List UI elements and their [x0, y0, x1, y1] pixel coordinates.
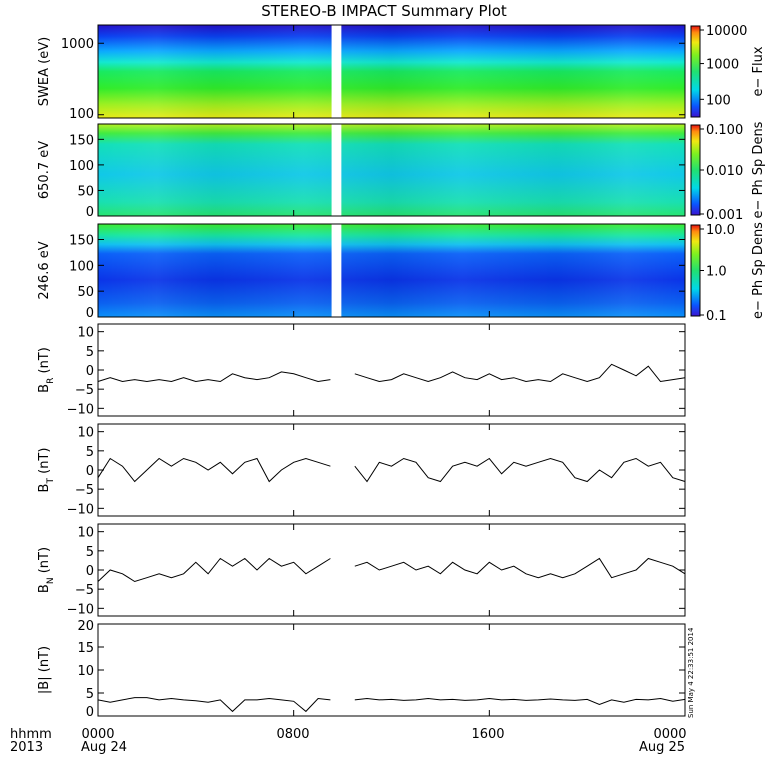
spectrogram-texture — [98, 124, 685, 216]
y-axis-label: BN (nT) — [37, 547, 56, 593]
colorbar-scale — [690, 25, 701, 118]
panel-frame — [97, 223, 686, 318]
y-axis-label: BT (nT) — [37, 448, 56, 493]
generation-timestamp: Sun May 4 22:33:51 2014 — [687, 627, 695, 718]
y-axis-label: 650.7 eV — [37, 141, 52, 199]
y-tick-label: 10 — [77, 664, 94, 679]
colorbar-tick-label: 0.010 — [706, 164, 743, 179]
y-tick-label: −5 — [75, 383, 94, 398]
colorbar-label: e− Ph Sp Dens — [751, 121, 766, 218]
y-tick-label: −5 — [75, 483, 94, 498]
y-tick-label: 10 — [77, 326, 94, 341]
colorbar-tick-label: 0.1 — [706, 309, 727, 324]
figure-title: STEREO-B IMPACT Summary Plot — [261, 2, 507, 20]
panel-4: 10 5 0 −5 −10 BR (nT) — [37, 323, 686, 417]
y-tick-label: 10 — [77, 426, 94, 441]
colorbar-tick-label: 100 — [706, 93, 731, 108]
x-tick-label-3: 0000 — [653, 727, 686, 742]
colorbar-scale — [690, 224, 701, 317]
y-axis-label: SWEA (eV) — [37, 37, 52, 106]
y-tick-label: 0 — [86, 306, 94, 321]
x-date-label-start: Aug 24 — [81, 740, 127, 755]
y-tick-label: 50 — [77, 285, 94, 300]
colorbar-label: e− Flux — [751, 46, 766, 96]
panel-1: 10000 1000 100 e− Flux 1000 100 SWEA (eV) — [37, 24, 766, 122]
colorbar-tick-label: 0.100 — [706, 123, 743, 138]
data-gap — [331, 25, 342, 118]
y-tick-label: 0 — [86, 564, 94, 579]
colorbar-tick-label: 0.001 — [706, 208, 743, 223]
colorbar-tick-label: 10.0 — [706, 223, 735, 238]
colorbar-label: e− Ph Sp Dens — [751, 222, 766, 319]
y-axis-label: BR (nT) — [37, 347, 56, 393]
y-tick-label: 0 — [86, 705, 94, 720]
colorbar: 10000 1000 100 e− Flux — [690, 24, 766, 118]
colorbar-tick-label: 1000 — [706, 58, 739, 73]
y-tick-label: −10 — [67, 602, 94, 617]
y-tick-label: 15 — [77, 641, 94, 656]
x-tick-label-0: 0000 — [81, 727, 114, 742]
colorbar-tick-label: 1.0 — [706, 265, 727, 280]
panel-2: 0.100 0.010 0.001 e− Ph Sp Dens 150 100 50 0 650… — [37, 121, 766, 223]
colorbar-scale — [690, 124, 701, 216]
y-tick-label: 20 — [77, 619, 94, 634]
field-trace — [97, 363, 686, 383]
panel-frame — [97, 423, 686, 517]
footer: hhmm 2013 0000 0800 1600 0000 Aug 24 Aug… — [10, 627, 695, 755]
y-tick-label: 50 — [77, 184, 94, 199]
y-tick-label: 5 — [86, 687, 94, 702]
y-axis-label: 246.6 eV — [37, 241, 52, 299]
data-gap — [331, 224, 342, 317]
y-tick-label: 5 — [86, 345, 94, 360]
y-tick-label: 100 — [69, 159, 94, 174]
panel-3: 10.0 1.0 0.1 e− Ph Sp Dens 150 100 50 0 246.6 eV — [37, 222, 766, 324]
y-tick-label: −5 — [75, 583, 94, 598]
y-tick-label: 100 — [69, 259, 94, 274]
panel-frame — [97, 323, 686, 417]
y-tick-label: 1000 — [61, 37, 94, 52]
y-tick-label: 0 — [86, 364, 94, 379]
colorbar: 0.100 0.010 0.001 e− Ph Sp Dens — [690, 121, 766, 223]
panel-7: 20 15 10 5 0 |B| (nT) — [37, 619, 686, 720]
y-tick-label: −10 — [67, 502, 94, 517]
field-trace — [97, 457, 686, 483]
x-date-label-end: Aug 25 — [639, 740, 685, 755]
y-tick-label: 0 — [86, 464, 94, 479]
colorbar: 10.0 1.0 0.1 e− Ph Sp Dens — [690, 222, 766, 324]
panel-frame — [97, 523, 686, 617]
panel-frame — [97, 623, 686, 717]
y-tick-label: 100 — [69, 107, 94, 122]
y-tick-label: 150 — [69, 133, 94, 148]
field-trace — [97, 557, 686, 583]
time-format-label: hhmm — [10, 727, 52, 742]
y-tick-label: −10 — [67, 402, 94, 417]
y-tick-label: 5 — [86, 445, 94, 460]
y-tick-label: 5 — [86, 545, 94, 560]
field-trace — [97, 697, 686, 713]
y-tick-label: 10 — [77, 526, 94, 541]
panel-frame — [97, 123, 686, 217]
colorbar-tick-label: 10000 — [706, 24, 747, 39]
panel-frame — [97, 24, 686, 119]
data-gap — [331, 124, 342, 216]
spectrogram-texture — [98, 224, 685, 317]
y-tick-label: 150 — [69, 234, 94, 249]
y-axis-label: |B| (nT) — [37, 646, 52, 694]
panel-5: 10 5 0 −5 −10 BT (nT) — [37, 423, 686, 517]
panel-6: 10 5 0 −5 −10 BN (nT) — [37, 523, 686, 617]
y-tick-label: 0 — [86, 205, 94, 220]
x-tick-label-2: 1600 — [471, 727, 504, 742]
year-label: 2013 — [10, 740, 43, 755]
spectrogram-texture — [98, 25, 685, 118]
x-tick-label-1: 0800 — [276, 727, 309, 742]
